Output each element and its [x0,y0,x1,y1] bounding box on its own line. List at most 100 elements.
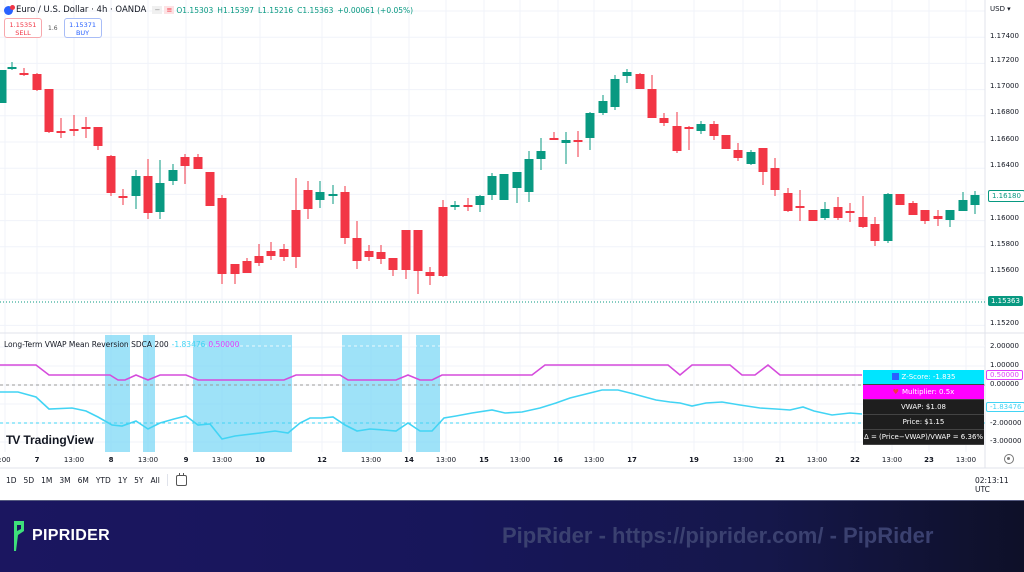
indicator-zscore-value: -1.83476 [171,340,206,349]
indicator-multiplier-value: 0.50000 [208,340,240,349]
spread-value: 1.6 [48,24,58,32]
time-axis-label: 10 [255,456,265,464]
zscore-value-tag: -1.83476 [986,402,1024,412]
sell-label: SELL [15,29,31,37]
ohlc-change: +0.00061 (+0.05%) [337,5,414,15]
trade-buttons: 1.15351 SELL 1.6 1.15371 BUY [4,18,102,38]
time-axis-label: 13:00 [137,456,159,464]
indicator-axis-label: 1.00000 [990,361,1019,369]
time-axis-label: 19 [689,456,699,464]
time-axis-label: 13:00 [63,456,85,464]
buy-label: BUY [75,29,90,37]
sell-button[interactable]: 1.15351 SELL [4,18,42,38]
calendar-icon[interactable] [175,472,187,486]
price-axis-label: 1.16600 [990,135,1019,143]
time-axis-label: 23 [924,456,934,464]
range-button-1d[interactable]: 1D [6,475,17,485]
time-axis-label: 14 [404,456,414,464]
range-button-3m[interactable]: 3M [59,475,71,485]
time-axis-label: 13:00 [583,456,605,464]
piprider-logo-text: PIPRIDER [32,527,110,544]
indicator-axis-label: 2.00000 [990,342,1019,350]
time-axis-label: 15 [479,456,489,464]
buy-button[interactable]: 1.15371 BUY [63,18,102,38]
date-range-bar: 1D 5D 1M 3M 6M YTD 1Y 5Y All [6,472,187,486]
symbol-title[interactable]: Euro / U.S. Dollar · 4h · OANDA [16,5,147,15]
time-axis-label: 8 [108,456,114,464]
piprider-logo: PIPRIDER [12,519,110,553]
sell-price: 1.15351 [9,21,37,29]
indicator-axis-label: -2.00000 [990,419,1022,427]
price-axis-label: 1.16400 [990,161,1019,169]
chart-area[interactable]: Euro / U.S. Dollar · 4h · OANDA − ≡ O1.1… [0,0,1024,500]
tradingview-mark-icon: TV [6,433,20,447]
more-icon[interactable]: ≡ [164,6,175,14]
piprider-watermark: PipRider - https://piprider.com/ - PipRi… [502,523,934,548]
piprider-mark-icon [12,519,26,553]
range-button-5y[interactable]: 5Y [134,475,144,485]
chart-canvas[interactable] [0,0,1024,500]
buy-price: 1.15371 [69,21,96,29]
time-axis-label: 13:00 [806,456,828,464]
chart-emoji-icon: ♥ [892,388,899,396]
price-axis-label: 1.15200 [990,319,1019,327]
price-axis-label: 1.17200 [990,56,1019,64]
ohlc-open: O1.15303 [176,5,214,15]
time-axis-label: 13:00 [435,456,457,464]
currency-select[interactable]: USD ▾ [990,5,1011,13]
price-axis-label: 1.17000 [990,82,1019,90]
indicator-axis-label: 0.00000 [990,380,1019,388]
square-icon [891,373,899,380]
range-buttons: 1D 5D 1M 3M 6M YTD 1Y 5Y All [6,476,167,485]
time-axis-label: 17 [627,456,637,464]
time-axis-label: 9 [183,456,189,464]
divider [166,474,168,486]
time-axis-label: 13:00 [211,456,233,464]
time-axis-label: 13:00 [955,456,977,464]
vwap-row: VWAP: $1.08 [863,400,984,415]
time-axis-label: 13:00 [732,456,754,464]
tradingview-logo[interactable]: TV TradingView [6,433,94,447]
time-axis-label: 13:00 [881,456,903,464]
ohlc-high: H1.15397 [217,5,254,15]
hide-icon[interactable]: − [152,6,163,14]
time-axis-label: 16 [553,456,563,464]
price-axis-label: 1.16800 [990,108,1019,116]
price-axis-label: 1.15600 [990,266,1019,274]
time-axis-label: 13:00 [360,456,382,464]
range-button-5d[interactable]: 5D [23,475,35,485]
range-button-1m[interactable]: 1M [41,475,53,485]
time-axis-label: 13:00 [509,456,531,464]
range-button-6m[interactable]: 6M [77,475,89,485]
indicator-axis-label: -3.00000 [990,437,1022,445]
settings-gear-icon[interactable] [1004,454,1014,464]
multiplier-row: ♥ Multiplier: 0.5x [863,385,984,400]
range-button-1y[interactable]: 1Y [117,475,128,485]
symbol-legend: Euro / U.S. Dollar · 4h · OANDA − ≡ O1.1… [4,4,417,15]
price-axis-label: 1.15800 [990,240,1019,248]
utc-clock[interactable]: 02:13:11 UTC [975,476,1009,494]
ohlc-close: C1.15363 [297,5,334,15]
price-axis-label: 1.16000 [990,214,1019,222]
piprider-banner: PIPRIDER PipRider - https://piprider.com… [0,500,1024,572]
time-axis-label: 22 [850,456,860,464]
price-row: Price: $1.15 [863,415,984,430]
indicator-info-table: Z-Score: -1.835 ♥ Multiplier: 0.5x VWAP: … [863,370,984,445]
time-axis-label: :00 [0,456,11,464]
crosshair-price-tag: 1.16180 [988,190,1024,202]
delta-row: Δ = (Price−VWAP)/VWAP = 6.36% [863,430,984,445]
zscore-row: Z-Score: -1.835 [863,370,984,385]
eurusd-flag-icon [4,4,15,15]
range-button-all[interactable]: All [150,475,160,485]
price-axis-label: 1.17400 [990,32,1019,40]
multiplier-value-tag: 0.50000 [986,370,1023,380]
tradingview-wordmark: TradingView [23,433,94,447]
time-axis-label: 21 [775,456,785,464]
last-price-tag: 1.15363 [988,296,1023,306]
ohlc-low: L1.15216 [257,5,294,15]
indicator-legend[interactable]: Long-Term VWAP Mean Reversion SDCA 200 -1… [4,340,239,349]
range-button-ytd[interactable]: YTD [95,475,111,485]
time-axis-label: 12 [317,456,327,464]
time-axis-label: 7 [34,456,40,464]
